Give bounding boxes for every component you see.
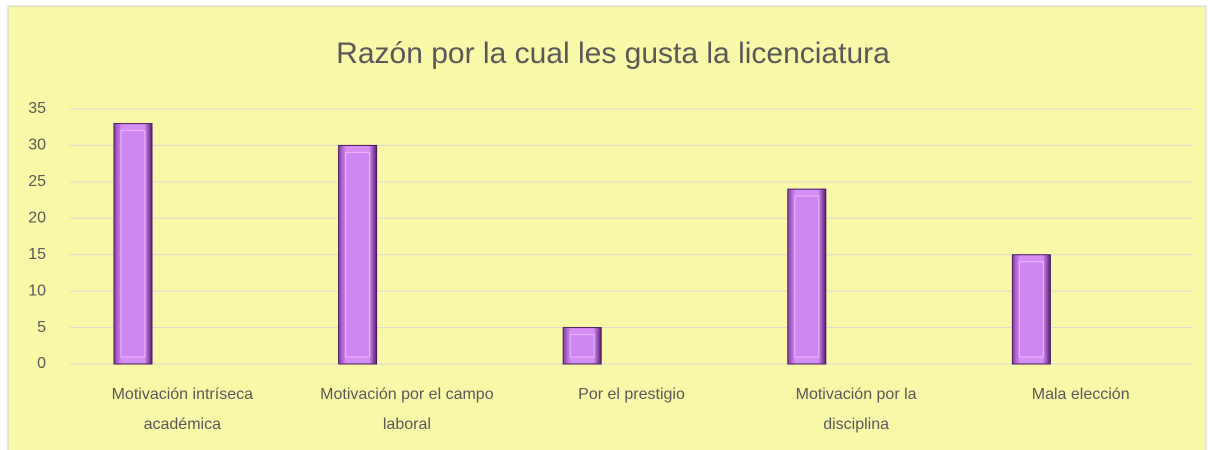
chart-background xyxy=(7,5,1207,450)
x-tick-label: Motivación intríseca académica xyxy=(111,386,253,433)
bar-highlight xyxy=(120,130,146,358)
y-tick-label: 0 xyxy=(37,355,46,372)
y-tick-label: 35 xyxy=(28,100,46,117)
x-tick-label: Por el prestigio xyxy=(578,386,685,403)
chart-title: Razón por la cual les gusta la licenciat… xyxy=(336,37,890,70)
x-tick-label: Motivación por la disciplina xyxy=(795,386,917,433)
bar-highlight xyxy=(345,151,371,358)
y-tick-label: 5 xyxy=(37,319,46,336)
x-tick-label: Motivación por el campo laboral xyxy=(320,386,494,433)
bar-highlight xyxy=(1018,261,1044,358)
bar-highlight xyxy=(569,334,595,358)
y-tick-label: 20 xyxy=(28,210,46,227)
y-tick-label: 25 xyxy=(28,173,46,190)
y-tick-label: 30 xyxy=(28,137,46,154)
x-tick-label: Mala elección xyxy=(1031,386,1130,403)
y-tick-label: 15 xyxy=(28,246,46,263)
y-tick-label: 10 xyxy=(28,282,46,299)
bar-highlight xyxy=(794,195,820,358)
